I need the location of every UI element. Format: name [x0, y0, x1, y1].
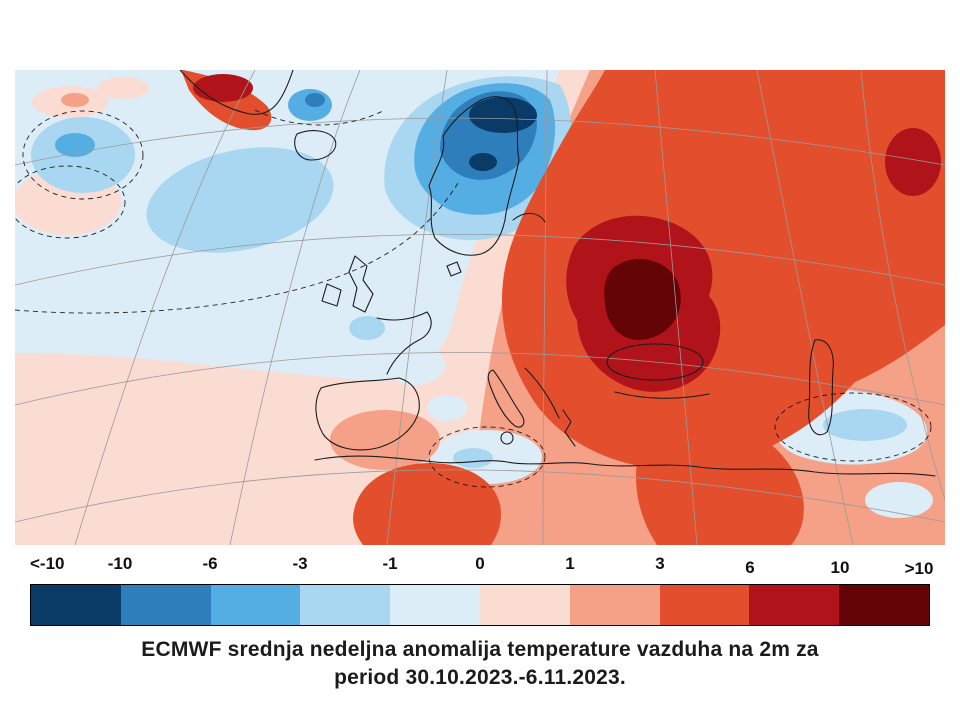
contour-lines — [15, 109, 932, 488]
caption-line-2: period 30.10.2023.-6.11.2023. — [334, 665, 626, 689]
legend-tick-label: -10 — [107, 554, 133, 573]
legend-segment — [390, 585, 480, 625]
legend-segment — [120, 585, 211, 625]
legend-bar — [30, 584, 930, 626]
cold-core-scandinavia — [469, 97, 537, 171]
legend-segment — [839, 585, 929, 625]
graticule — [15, 70, 945, 545]
legend-tick-label: 3 — [655, 554, 665, 573]
legend-tick-label: -3 — [292, 554, 308, 573]
anomaly-map — [15, 70, 945, 545]
legend-segment — [479, 585, 570, 625]
legend-segment — [31, 585, 121, 625]
legend-tick-label: -1 — [382, 554, 398, 573]
caption-line-1: ECMWF srednja nedeljna anomalija tempera… — [141, 638, 819, 661]
legend-tick-label: 10 — [830, 558, 850, 577]
legend-segment — [300, 585, 391, 625]
legend-tick-label: 0 — [475, 554, 485, 573]
legend-tick-label: <-10 — [30, 554, 65, 573]
legend-segment — [210, 585, 301, 625]
map-caption: ECMWF srednja nedeljna anomalija tempera… — [0, 636, 960, 691]
legend-tick-label: 1 — [565, 554, 575, 573]
legend-tick-label: >10 — [904, 559, 934, 578]
cold-spot-southeast — [823, 409, 907, 441]
warm-anomaly-extreme — [604, 258, 681, 340]
legend-tick-label: -6 — [202, 554, 218, 573]
legend-segment — [659, 585, 750, 625]
legend-tick-labels: <-10 -10 -6 -3 -1 0 1 3 6 10 >10 — [30, 554, 933, 578]
coastlines — [179, 70, 936, 477]
salmon-spot-topleft — [61, 93, 89, 107]
legend-tick-label: 6 — [745, 558, 755, 577]
cold-spot-mediterranean — [453, 448, 493, 468]
legend-segment — [749, 585, 840, 625]
legend-segment — [569, 585, 660, 625]
anomaly-map-svg — [15, 70, 945, 545]
